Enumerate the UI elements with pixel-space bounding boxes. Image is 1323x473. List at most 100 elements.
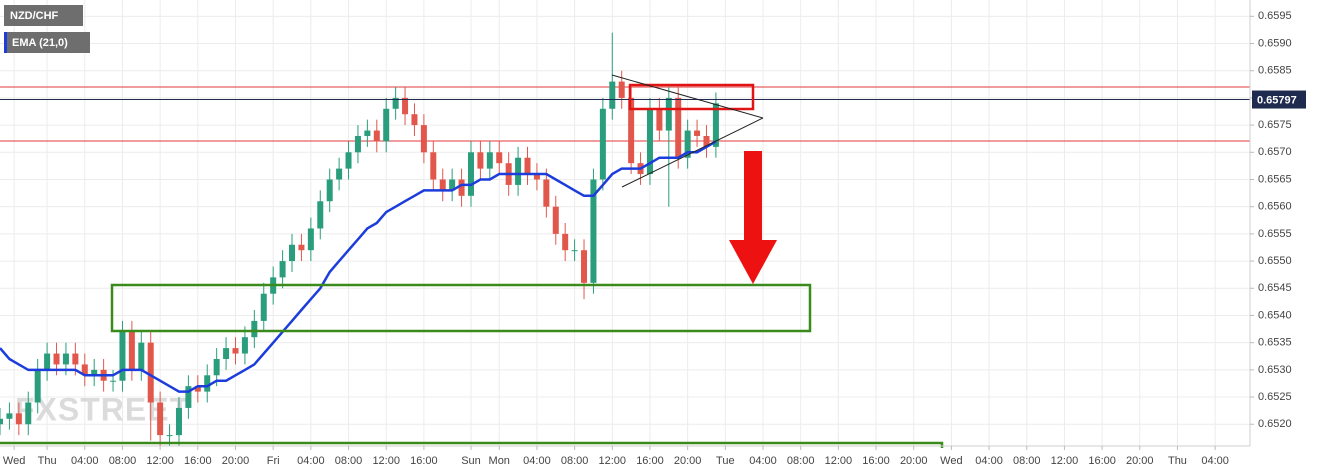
candle-body — [91, 369, 98, 376]
candle-body — [628, 97, 635, 164]
axes: 0.6520 0.6525 0.6530 0.6535 0.6540 0.6545 0.65… — [3, 10, 1306, 467]
candle-body — [562, 233, 569, 251]
x-tick-label: Tue — [716, 455, 735, 467]
x-tick-label: 12:00 — [825, 455, 853, 467]
candle-body — [364, 130, 371, 136]
y-tick-label: 0.6535 — [1258, 337, 1292, 349]
arrow-head — [729, 240, 777, 284]
x-tick-label: 20:00 — [674, 455, 702, 467]
candle-body — [25, 402, 32, 425]
y-tick-label: 0.6540 — [1258, 309, 1292, 321]
y-tick-label: 0.6550 — [1258, 255, 1292, 267]
candle-body — [317, 201, 324, 229]
y-tick-label: 0.6565 — [1258, 173, 1292, 185]
symbol: NZD/CHF — [10, 10, 59, 22]
candle-body — [62, 353, 69, 365]
x-tick-label: 16:00 — [410, 455, 438, 467]
candle-body — [298, 244, 305, 251]
x-tick-label: Fri — [267, 455, 280, 467]
candle-body — [0, 418, 3, 425]
candle-body — [656, 108, 663, 131]
candle-body — [194, 386, 201, 392]
candle-body — [524, 157, 531, 175]
candle-body — [119, 331, 126, 381]
last-price-label: 0.65797 — [1257, 94, 1297, 106]
candle-body — [477, 152, 484, 169]
x-tick-label: 08:00 — [561, 455, 589, 467]
ema-legend-box — [4, 32, 90, 53]
candle-body — [515, 157, 522, 185]
candle-body — [599, 108, 606, 180]
y-tick-label: 0.6595 — [1258, 10, 1292, 22]
demand-zone — [110, 283, 812, 333]
candle-body — [336, 168, 343, 180]
candle-body — [260, 293, 267, 321]
candle-body — [15, 413, 22, 425]
candle-body — [44, 353, 51, 370]
candle-body — [354, 135, 361, 153]
candle-body — [675, 97, 682, 158]
candle-body — [392, 97, 399, 109]
x-tick-label: Thu — [1168, 455, 1187, 467]
candle-body — [110, 380, 117, 382]
candle-body — [467, 152, 474, 196]
candle-body — [646, 108, 653, 175]
y-tick-label: 0.6545 — [1258, 282, 1292, 294]
x-tick-label: 16:00 — [636, 455, 664, 467]
x-tick-label: Wed — [3, 455, 25, 467]
x-tick-label: 20:00 — [1126, 455, 1154, 467]
x-tick-label: 08:00 — [335, 455, 363, 467]
candle-body — [486, 152, 493, 169]
x-tick-label: Mon — [489, 455, 510, 467]
candle-body — [326, 179, 333, 202]
x-tick-label: 20:00 — [900, 455, 928, 467]
y-tick-label: 0.6530 — [1258, 364, 1292, 376]
candle-body — [147, 342, 154, 403]
candle-body — [458, 179, 465, 196]
candle-body — [345, 152, 352, 169]
candle-body — [430, 152, 437, 180]
candle-body — [411, 114, 418, 126]
y-tick-label: 0.6525 — [1258, 391, 1292, 403]
x-tick-label: 12:00 — [372, 455, 400, 467]
candle-body — [449, 179, 456, 191]
y-tick-label: 0.6590 — [1258, 37, 1292, 49]
candle-body — [128, 331, 135, 370]
x-tick-label: 16:00 — [862, 455, 890, 467]
candle-body — [157, 402, 164, 436]
x-tick-label: 04:00 — [749, 455, 777, 467]
candle-body — [571, 250, 578, 252]
candle-body — [138, 342, 145, 370]
candle-body — [439, 179, 446, 191]
candle-body — [383, 108, 390, 142]
candle-body — [609, 81, 616, 109]
candle-body — [703, 135, 710, 147]
highlight-box — [628, 83, 755, 111]
candle-body — [402, 97, 409, 115]
x-tick-label: 12:00 — [1051, 455, 1079, 467]
candle-body — [6, 413, 13, 419]
last-price-box — [1252, 90, 1306, 109]
y-tick-label: 0.6570 — [1258, 146, 1292, 158]
candle-body — [72, 353, 79, 365]
x-tick-label: Wed — [940, 455, 962, 467]
candle-body — [496, 152, 503, 164]
candle-body — [618, 81, 625, 98]
candle-body — [289, 244, 296, 262]
candle-body — [204, 375, 211, 392]
x-tick-label: 12:00 — [599, 455, 627, 467]
y-tick-label: 0.6520 — [1258, 418, 1292, 430]
x-tick-label: 04:00 — [975, 455, 1003, 467]
candle-body — [684, 130, 691, 158]
y-tick-label: 0.6560 — [1258, 201, 1292, 213]
triangle-upper — [611, 74, 764, 119]
ema-legend-swatch — [4, 32, 7, 53]
candle-body — [712, 103, 719, 147]
x-tick-label: 12:00 — [146, 455, 174, 467]
x-tick-label: 16:00 — [184, 455, 212, 467]
candle-body — [213, 358, 220, 376]
candle-body — [34, 369, 41, 403]
candle-body — [552, 206, 559, 234]
x-tick-label: 04:00 — [523, 455, 551, 467]
